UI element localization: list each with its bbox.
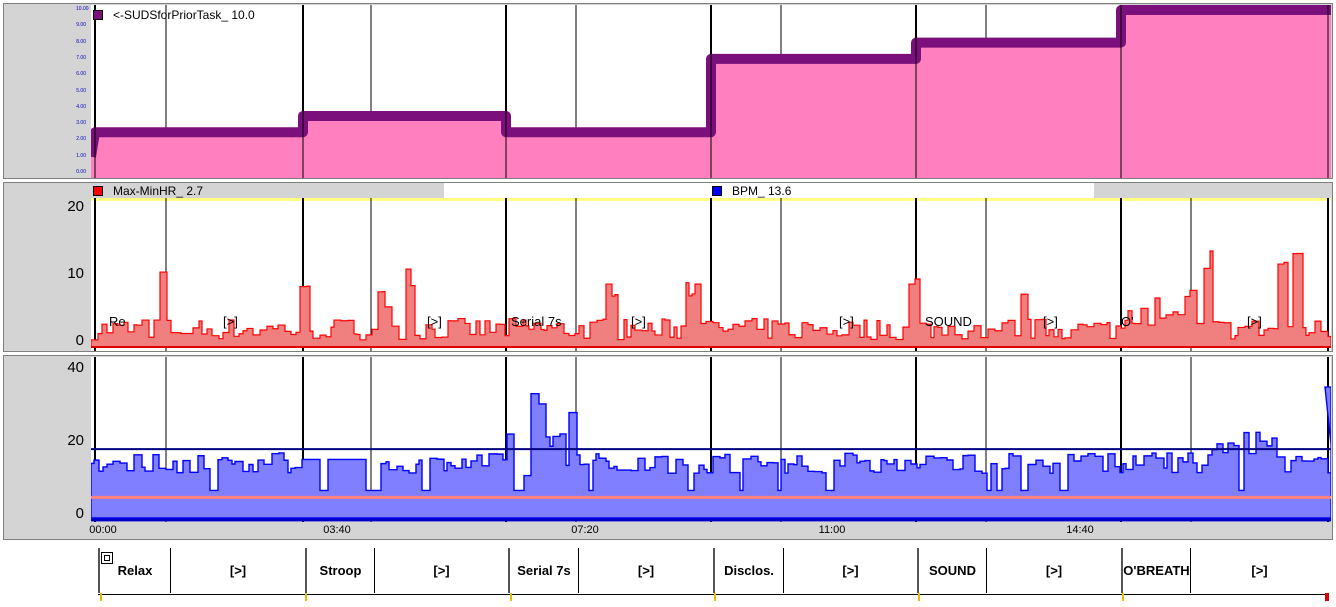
suds-y-tick: 4.00 <box>76 103 86 110</box>
x-tick: 14:40 <box>1066 524 1094 536</box>
marker-segment[interactable]: [>] <box>578 548 713 593</box>
marker-segment[interactable]: Serial 7s <box>508 548 578 593</box>
hr-legend-left: Max-MinHR_ 2.7 <box>93 184 203 198</box>
suds-y-tick: 10.00 <box>76 6 89 12</box>
hr-y-tick: 10 <box>67 265 84 282</box>
suds-y-tick: 7.00 <box>76 54 86 61</box>
hr-legend-swatch[interactable] <box>93 186 103 196</box>
bpm-legend-swatch[interactable] <box>712 186 722 196</box>
hr-chart: Re [>] [>] Serial 7s [>] [>] SOUND [>] O' [>] <box>91 198 1331 351</box>
marker-segment[interactable]: SOUND <box>917 548 986 593</box>
marker-bar: Relax [>] Stroop [>] Serial 7s [>] Disclos. [>]… <box>98 548 1328 595</box>
hr-inline-label: SOUND <box>925 314 972 329</box>
suds-y-tick: 2.00 <box>76 136 86 143</box>
marker-segment[interactable]: Relax <box>98 548 170 593</box>
marker-tick <box>918 593 920 601</box>
marker-segment[interactable]: Disclos. <box>713 548 783 593</box>
x-tick: 00:00 <box>89 524 117 536</box>
hr-plot: Re [>] [>] Serial 7s [>] [>] SOUND [>] O' [>] <box>91 198 1331 351</box>
suds-plot <box>91 5 1331 178</box>
bpm-y-tick: 40 <box>67 359 84 376</box>
suds-y-tick: 1.00 <box>76 152 86 159</box>
bpm-y-tick: 20 <box>67 432 84 449</box>
marker-segment[interactable]: O'BREATH <box>1121 548 1190 593</box>
marker-tick <box>305 593 307 601</box>
bpm-y-tick: 0 <box>75 505 84 522</box>
suds-y-tick: 3.00 <box>76 120 86 127</box>
end-marker <box>1325 593 1329 601</box>
hr-legend-right: BPM_ 13.6 <box>712 184 791 198</box>
suds-legend: <-SUDSforPriorTask_ 10.0 <box>93 8 255 22</box>
hr-inline-label: [>] <box>1043 314 1058 329</box>
hr-legend-label: Max-MinHR_ 2.7 <box>113 184 204 198</box>
hr-area <box>91 250 1331 348</box>
timeline-toggle-icon[interactable] <box>101 552 113 564</box>
marker-tick <box>714 593 716 601</box>
suds-legend-swatch[interactable] <box>93 10 103 20</box>
suds-y-tick: 0.00 <box>76 169 86 175</box>
suds-chart <box>91 5 1331 178</box>
bpm-area <box>91 386 1331 519</box>
suds-y-tick: 9.00 <box>76 22 86 29</box>
suds-panel: <-SUDSforPriorTask_ 10.0 10.00 9.00 8.00 7.… <box>3 3 1333 179</box>
hr-inline-label: O' <box>1121 314 1134 329</box>
hr-inline-label: [>] <box>223 314 238 329</box>
x-tick: 11:00 <box>818 524 846 536</box>
hr-inline-label: [>] <box>839 314 854 329</box>
marker-tick <box>100 593 102 601</box>
hr-y-tick: 0 <box>75 332 84 349</box>
hr-inline-label: Serial 7s <box>511 314 562 329</box>
hr-inline-label: [>] <box>631 314 646 329</box>
suds-y-tick: 5.00 <box>76 87 86 94</box>
bpm-legend-label: BPM_ 13.6 <box>732 184 792 198</box>
hr-legend-band <box>444 183 1094 198</box>
marker-segment[interactable]: [>] <box>986 548 1121 593</box>
x-tick: 03:40 <box>323 524 351 536</box>
marker-segment[interactable]: [>] <box>170 548 305 593</box>
hr-panel: Re [>] [>] Serial 7s [>] [>] SOUND [>] O' [>] Max… <box>3 182 1333 352</box>
marker-segment[interactable]: [>] <box>374 548 508 593</box>
marker-segment[interactable]: [>] <box>1190 548 1328 593</box>
hr-inline-label: Re <box>109 314 126 329</box>
marker-segment[interactable]: Stroop <box>305 548 374 593</box>
marker-tick <box>1122 593 1124 601</box>
bpm-panel: 40 20 0 <box>3 355 1333 540</box>
x-tick: 07:20 <box>571 524 599 536</box>
suds-y-tick: 6.00 <box>76 71 86 78</box>
hr-inline-label: [>] <box>1247 314 1262 329</box>
bpm-plot <box>91 357 1331 522</box>
marker-segment[interactable]: [>] <box>783 548 917 593</box>
suds-y-tick: 8.00 <box>76 38 86 45</box>
bpm-chart <box>91 357 1331 522</box>
hr-inline-label: [>] <box>427 314 442 329</box>
marker-tick <box>510 593 512 601</box>
suds-legend-label: <-SUDSforPriorTask_ 10.0 <box>113 8 255 22</box>
hr-y-tick: 20 <box>67 198 84 215</box>
